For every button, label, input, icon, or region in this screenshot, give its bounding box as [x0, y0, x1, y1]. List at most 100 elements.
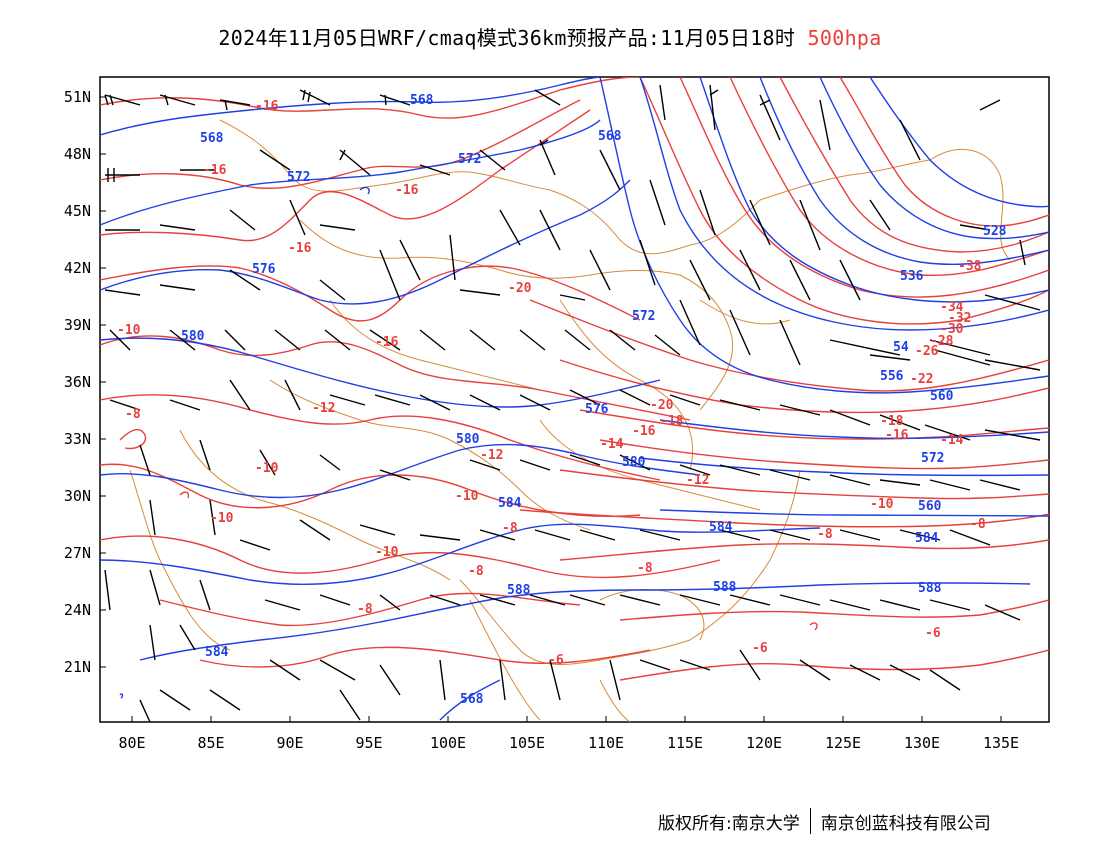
height-label: 568 [598, 129, 622, 144]
temperature-label: -10 [870, 497, 894, 512]
lon-label: 115E [667, 734, 703, 752]
temperature-label: -8 [468, 564, 484, 579]
temperature-label: -20 [650, 398, 674, 413]
height-label: 528 [983, 224, 1007, 239]
temperature-label: -16 [255, 99, 279, 114]
temperature-label: -16 [632, 424, 656, 439]
lon-label: 110E [588, 734, 624, 752]
height-label: 556 [880, 369, 904, 384]
height-label: 584 [915, 531, 939, 546]
height-label: 54 [893, 340, 909, 355]
temperature-contours [100, 77, 1049, 681]
temperature-label: -16 [375, 335, 399, 350]
temperature-label: -32 [948, 311, 971, 326]
temperature-label: -6 [925, 626, 941, 641]
temperature-label: -14 [940, 433, 964, 448]
lat-label: 24N [64, 601, 91, 619]
lon-label: 125E [825, 734, 861, 752]
temperature-label: -8 [817, 527, 833, 542]
lat-label: 30N [64, 487, 91, 505]
temperature-label: -20 [508, 281, 532, 296]
temperature-label: -16 [288, 241, 312, 256]
height-label: 584 [205, 645, 229, 660]
height-label: 584 [709, 520, 733, 535]
temperature-label: -30 [940, 322, 964, 337]
temperature-label: -16 [885, 428, 909, 443]
height-label: 572 [287, 170, 310, 185]
temperature-label: -18 [880, 414, 904, 429]
height-label: 576 [252, 262, 276, 277]
temperature-label: -10 [117, 323, 141, 338]
temperature-label: -26 [915, 344, 939, 359]
temperature-label: -18 [660, 414, 684, 429]
height-label: 572 [921, 451, 944, 466]
lon-label: 95E [355, 734, 382, 752]
borders [129, 119, 1011, 722]
temperature-label: -34 [940, 300, 964, 315]
lat-label: 48N [64, 145, 91, 163]
height-label: 580 [456, 432, 480, 447]
lat-label: 33N [64, 430, 91, 448]
temperature-label: -8 [502, 521, 518, 536]
height-label: 560 [930, 389, 954, 404]
lon-label: 85E [197, 734, 224, 752]
temperature-label: -16 [203, 163, 227, 178]
temperature-label: -6 [752, 641, 768, 656]
temperature-label: -8 [125, 407, 141, 422]
temperature-label: -10 [455, 489, 479, 504]
height-label: 568 [460, 692, 484, 707]
latitude-labels: 51N 48N 45N 42N 39N 36N 33N 30N 27N 24N … [64, 88, 91, 676]
title-text: 2024年11月05日WRF/cmaq模式36km预报产品:11月05日18时 [218, 26, 796, 50]
height-label: 588 [918, 581, 942, 596]
lon-label: 105E [509, 734, 545, 752]
height-label: 576 [585, 402, 609, 417]
height-label: 572 [458, 152, 481, 167]
temperature-label: -28 [930, 334, 954, 349]
temperature-label: -12 [480, 448, 503, 463]
height-labels: 568 568 572 572 576 580 580 580 584 584 … [181, 93, 1007, 707]
lat-label: 21N [64, 658, 91, 676]
height-label: 584 [498, 496, 522, 511]
temperature-label: -8 [637, 561, 653, 576]
lat-label: 51N [64, 88, 91, 106]
height-label: 568 [410, 93, 434, 108]
lat-label: 36N [64, 373, 91, 391]
lon-label: 120E [746, 734, 782, 752]
height-label: 580 [622, 455, 646, 470]
height-label: 588 [507, 583, 531, 598]
footer: 版权所有:南京大学 南京创蓝科技有限公司 [658, 808, 991, 834]
lon-label: 130E [904, 734, 940, 752]
temperature-label: -10 [375, 545, 399, 560]
lat-label: 45N [64, 202, 91, 220]
height-label: 572 [632, 309, 655, 324]
temperature-label: -12 [686, 473, 709, 488]
temperature-label: -10 [210, 511, 234, 526]
temperature-label: -38 [958, 259, 982, 274]
height-label: 536 [900, 269, 924, 284]
footer-divider [809, 808, 811, 834]
lat-label: 27N [64, 544, 91, 562]
company-name: 南京创蓝科技有限公司 [820, 813, 991, 834]
height-label: 568 [200, 131, 224, 146]
lon-label: 90E [276, 734, 303, 752]
temperature-label: -8 [357, 602, 373, 617]
temperature-label: -12 [312, 401, 335, 416]
height-label: 588 [713, 580, 737, 595]
lat-label: 39N [64, 316, 91, 334]
lon-label: 135E [983, 734, 1019, 752]
temperature-labels: -16 -16 -16 -16 -20 -12 -12 -10 -10 -10 … [117, 99, 986, 668]
pressure-level: 500hpa [807, 26, 882, 50]
temperature-label: -16 [395, 183, 419, 198]
temperature-label: -6 [548, 653, 564, 668]
wind-barbs [104, 84, 1041, 722]
temperature-label: -10 [255, 461, 279, 476]
lon-label: 80E [118, 734, 145, 752]
temperature-label: -22 [910, 372, 933, 387]
copyright-text: 版权所有:南京大学 [658, 813, 800, 834]
lon-label: 100E [430, 734, 466, 752]
axis-ticks [100, 96, 1002, 722]
map-title: 2024年11月05日WRF/cmaq模式36km预报产品:11月05日18时 … [0, 22, 1100, 51]
lat-label: 42N [64, 259, 91, 277]
temperature-label: -8 [970, 517, 986, 532]
